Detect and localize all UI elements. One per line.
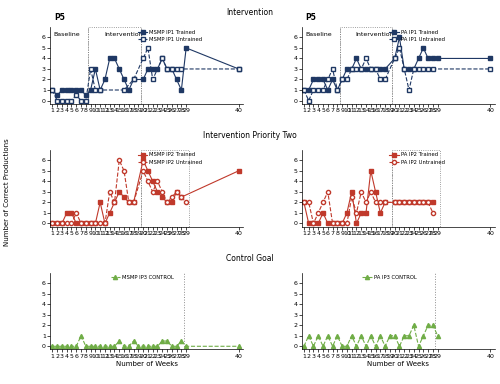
X-axis label: Number of Weeks: Number of Weeks bbox=[116, 361, 178, 367]
Text: Intervention Priority Two: Intervention Priority Two bbox=[203, 131, 297, 140]
Text: Number of Correct Productions: Number of Correct Productions bbox=[4, 138, 10, 246]
Legend: MSMP IP1 Trained, MSMP IP1 Untrained: MSMP IP1 Trained, MSMP IP1 Untrained bbox=[138, 30, 202, 42]
Text: Intervention: Intervention bbox=[104, 32, 143, 37]
Text: Control Goal: Control Goal bbox=[226, 254, 274, 263]
Legend: PA IP1 Trained, PA IP1 Untrained: PA IP1 Trained, PA IP1 Untrained bbox=[390, 30, 445, 42]
Text: Baseline: Baseline bbox=[54, 32, 80, 37]
Text: Intervention: Intervention bbox=[356, 32, 395, 37]
X-axis label: Number of Weeks: Number of Weeks bbox=[368, 361, 430, 367]
Legend: MSMP IP2 Trained, MSMP IP2 Untrained: MSMP IP2 Trained, MSMP IP2 Untrained bbox=[138, 152, 202, 165]
Legend: MSMP IP3 CONTROL: MSMP IP3 CONTROL bbox=[110, 275, 174, 280]
Legend: PA IP3 CONTROL: PA IP3 CONTROL bbox=[362, 275, 416, 280]
Legend: PA IP2 Trained, PA IP2 Untrained: PA IP2 Trained, PA IP2 Untrained bbox=[390, 152, 445, 165]
Text: P5: P5 bbox=[306, 13, 316, 22]
Text: P5: P5 bbox=[54, 13, 64, 22]
Text: Baseline: Baseline bbox=[306, 32, 332, 37]
Text: Intervention: Intervention bbox=[226, 8, 274, 17]
